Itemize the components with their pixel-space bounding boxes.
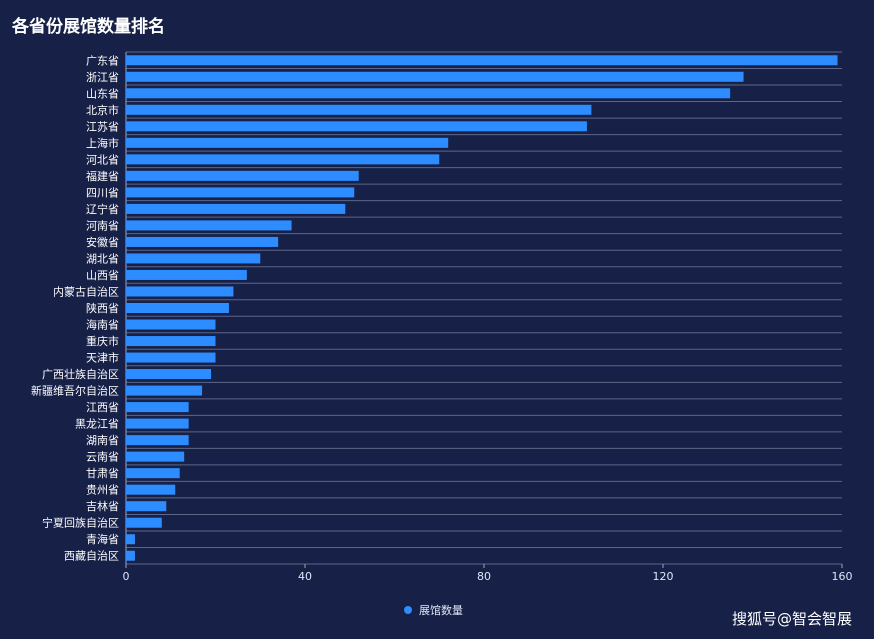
bar [126, 385, 203, 396]
bar [126, 303, 229, 313]
bar [126, 336, 216, 347]
bar [126, 55, 838, 66]
bar [126, 104, 592, 115]
category-label: 湖北省 [86, 252, 119, 265]
bar [126, 451, 185, 462]
category-label: 江西省 [86, 401, 119, 414]
watermark: 搜狐号@智会智展 [731, 610, 852, 628]
category-label: 河北省 [86, 153, 119, 166]
bar [126, 187, 355, 198]
category-label: 上海市 [86, 136, 119, 150]
category-label: 云南省 [86, 451, 119, 464]
bar [126, 154, 440, 165]
bar [126, 501, 167, 512]
bar [126, 550, 135, 561]
category-label: 贵州省 [86, 484, 119, 497]
legend-label: 展馆数量 [419, 604, 463, 617]
category-label: 安徽省 [86, 235, 119, 249]
bar [126, 71, 744, 82]
category-label: 辽宁省 [86, 202, 119, 216]
chart-title: 各省份展馆数量排名 [12, 17, 165, 37]
category-label: 宁夏回族自治区 [42, 516, 119, 530]
category-label: 山西省 [86, 269, 119, 282]
bar [126, 137, 449, 148]
category-label: 广西壮族自治区 [42, 367, 119, 381]
category-label: 重庆市 [86, 334, 119, 348]
category-label: 海南省 [86, 318, 119, 332]
bar [126, 534, 135, 545]
bar [126, 369, 212, 380]
category-label: 新疆维吾尔自治区 [31, 384, 119, 398]
bar [126, 352, 216, 363]
category-label: 山东省 [86, 87, 119, 100]
x-tick-label: 0 [123, 570, 130, 583]
category-label: 四川省 [86, 186, 119, 199]
bar [126, 484, 176, 495]
bar [126, 170, 359, 181]
category-label: 内蒙古自治区 [53, 284, 119, 298]
x-tick-label: 160 [832, 570, 853, 583]
category-label: 青海省 [86, 532, 119, 546]
bar [126, 269, 247, 280]
category-label: 湖南省 [86, 434, 119, 447]
bar [126, 319, 216, 330]
bar [126, 286, 234, 297]
bar [126, 435, 189, 446]
category-label: 甘肃省 [86, 467, 119, 480]
category-label: 黑龙江省 [75, 418, 119, 431]
bar [126, 517, 162, 528]
x-tick-label: 40 [298, 570, 312, 583]
x-tick-label: 80 [477, 570, 491, 583]
bar [126, 402, 189, 413]
category-label: 吉林省 [86, 499, 119, 513]
legend-marker [404, 606, 412, 614]
category-label: 福建省 [86, 169, 119, 183]
bar [126, 236, 279, 247]
category-label: 西藏自治区 [64, 549, 119, 563]
category-label: 河南省 [86, 219, 119, 232]
category-label: 天津市 [86, 351, 119, 365]
category-label: 广东省 [86, 54, 119, 67]
bar [126, 253, 261, 264]
bar [126, 203, 346, 214]
bar [126, 88, 731, 99]
category-label: 浙江省 [86, 71, 119, 84]
x-tick-label: 120 [653, 570, 674, 583]
bar [126, 468, 180, 479]
category-label: 江苏省 [86, 120, 119, 133]
bar [126, 121, 587, 132]
category-label: 陕西省 [86, 301, 119, 315]
legend[interactable]: 展馆数量 [404, 602, 463, 618]
bar [126, 220, 292, 231]
category-label: 北京市 [86, 103, 119, 117]
bar [126, 418, 189, 429]
